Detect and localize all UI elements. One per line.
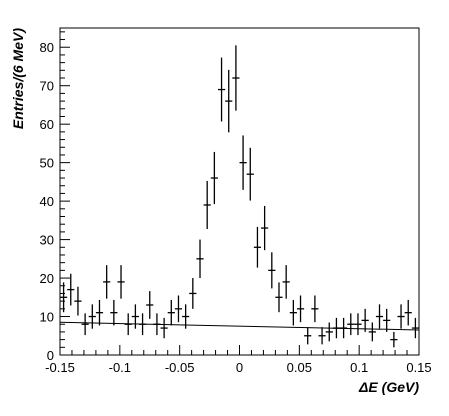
data-point [160, 317, 168, 339]
data-point [146, 291, 154, 319]
x-axis-ticks [59, 345, 420, 355]
data-point [261, 205, 269, 251]
data-point [60, 282, 68, 313]
data-point [189, 278, 197, 309]
data-points [60, 45, 419, 348]
data-point [390, 331, 398, 348]
y-tick-label: 80 [40, 40, 54, 55]
x-tick-label: -0.1 [109, 360, 131, 375]
fit-line-group [59, 321, 420, 331]
data-point [203, 180, 211, 229]
data-point [375, 304, 384, 329]
data-point [289, 299, 297, 326]
data-point [325, 322, 333, 342]
data-point [411, 317, 419, 339]
data-point [404, 299, 412, 326]
data-point [253, 226, 262, 268]
data-point [354, 313, 362, 336]
x-axis-title: ΔE (GeV) [358, 379, 419, 395]
data-point [361, 308, 369, 332]
data-point [217, 57, 226, 122]
data-point [124, 313, 132, 336]
data-point [103, 265, 111, 299]
data-point [318, 327, 326, 345]
fit-line [59, 321, 420, 331]
data-point [268, 252, 276, 289]
data-point [347, 313, 355, 336]
data-point [368, 322, 376, 342]
x-tick-label: -0.05 [165, 360, 195, 375]
y-tick-label: 70 [40, 79, 54, 94]
x-tick-label: -0.15 [45, 360, 75, 375]
data-point [74, 286, 82, 316]
x-tick-label: 0 [236, 360, 243, 375]
data-point [117, 265, 125, 299]
data-point [182, 304, 190, 329]
data-point [81, 313, 89, 336]
y-axis-ticks [60, 31, 70, 356]
data-point [153, 313, 161, 336]
data-point [225, 69, 233, 133]
data-point [397, 304, 405, 329]
data-point [340, 317, 348, 339]
y-tick-label: 0 [47, 348, 54, 363]
data-point [210, 151, 218, 205]
data-point [196, 239, 204, 279]
data-point [88, 304, 96, 329]
data-point [67, 273, 75, 306]
y-tick-label: 50 [40, 156, 54, 171]
data-point [282, 265, 290, 299]
y-axis-title: Entries/(6 MeV) [10, 28, 26, 129]
data-point [332, 317, 341, 339]
data-point [95, 299, 104, 326]
y-tick-label: 40 [40, 194, 54, 209]
x-tick-label: 0.1 [350, 360, 368, 375]
data-point [131, 304, 139, 329]
data-point [239, 135, 247, 190]
x-axis-tick-labels: -0.15 -0.1 -0.05 0 0.05 0.1 0.15 [45, 360, 431, 375]
y-tick-label: 20 [40, 271, 54, 286]
data-point [383, 308, 391, 332]
data-point [296, 295, 305, 323]
data-point [246, 147, 254, 201]
y-tick-label: 30 [40, 233, 54, 248]
data-point [311, 295, 319, 323]
x-tick-label: 0.15 [406, 360, 431, 375]
data-point [167, 299, 175, 326]
data-point [304, 327, 312, 345]
data-point [110, 299, 118, 326]
y-tick-label: 60 [40, 117, 54, 132]
data-point [174, 295, 183, 323]
y-tick-label: 10 [40, 310, 54, 325]
data-point [138, 313, 147, 336]
x-tick-label: 0.05 [287, 360, 312, 375]
y-axis-tick-labels: 0 10 20 30 40 50 60 70 80 [40, 40, 54, 363]
data-point [275, 282, 283, 313]
data-point [232, 45, 240, 111]
